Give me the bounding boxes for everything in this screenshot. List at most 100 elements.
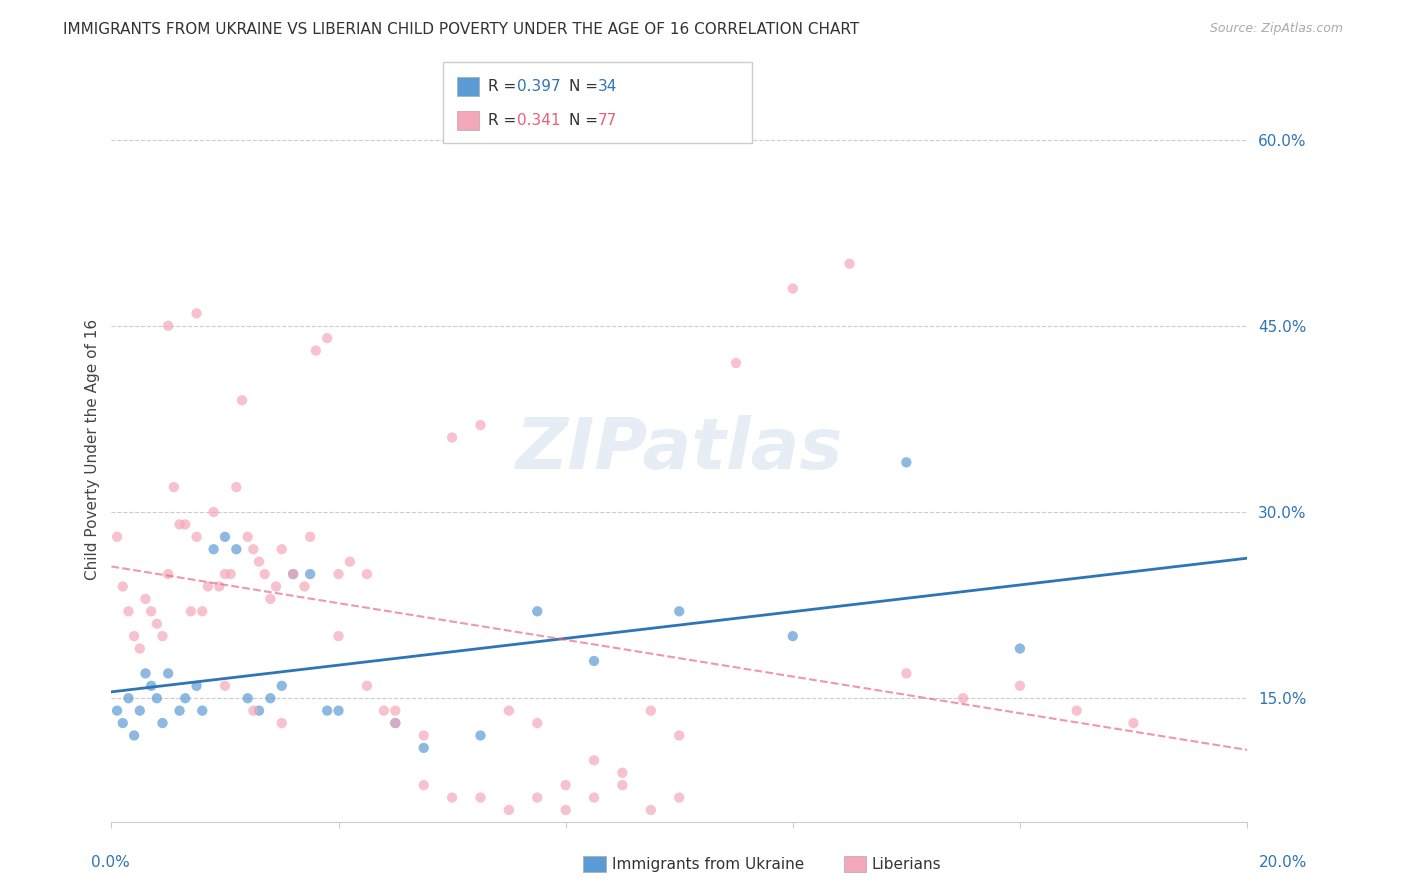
Point — [253, 567, 276, 582]
Point — [470, 729, 492, 743]
Point — [111, 716, 134, 731]
Text: ZIPatlas: ZIPatlas — [516, 416, 844, 484]
Text: N =: N = — [569, 113, 603, 128]
Text: 0.397: 0.397 — [517, 79, 561, 94]
Point — [141, 679, 163, 693]
Point — [186, 306, 208, 320]
Point — [202, 542, 225, 557]
Point — [214, 679, 236, 693]
Point — [305, 343, 328, 358]
Point — [105, 704, 128, 718]
Point — [316, 704, 339, 718]
Point — [236, 691, 259, 706]
Point — [668, 790, 690, 805]
Point — [384, 716, 406, 731]
Point — [384, 716, 406, 731]
Point — [554, 803, 576, 817]
Point — [270, 542, 292, 557]
Point — [247, 555, 270, 569]
Point — [339, 555, 361, 569]
Point — [146, 616, 169, 631]
Point — [640, 803, 662, 817]
Point — [281, 567, 304, 582]
Point — [191, 604, 214, 618]
Point — [111, 579, 134, 593]
Point — [668, 729, 690, 743]
Point — [141, 604, 163, 618]
Point — [225, 542, 247, 557]
Text: 34: 34 — [598, 79, 617, 94]
Point — [640, 704, 662, 718]
Point — [441, 790, 464, 805]
Point — [838, 257, 860, 271]
Point — [384, 704, 406, 718]
Point — [225, 480, 247, 494]
Point — [208, 579, 231, 593]
Point — [270, 716, 292, 731]
Point — [1122, 716, 1144, 731]
Text: 0.0%: 0.0% — [91, 855, 131, 870]
Point — [270, 679, 292, 693]
Point — [294, 579, 316, 593]
Point — [214, 567, 236, 582]
Point — [441, 430, 464, 444]
Point — [782, 281, 804, 295]
Point — [299, 530, 322, 544]
Point — [299, 567, 322, 582]
Point — [231, 393, 253, 408]
Point — [152, 716, 174, 731]
Point — [259, 591, 281, 606]
Text: 77: 77 — [598, 113, 617, 128]
Y-axis label: Child Poverty Under the Age of 16: Child Poverty Under the Age of 16 — [86, 319, 100, 581]
Point — [896, 666, 918, 681]
Point — [373, 704, 395, 718]
Text: Immigrants from Ukraine: Immigrants from Ukraine — [612, 857, 804, 871]
Point — [163, 480, 186, 494]
Point — [1008, 641, 1031, 656]
Text: IMMIGRANTS FROM UKRAINE VS LIBERIAN CHILD POVERTY UNDER THE AGE OF 16 CORRELATIO: IMMIGRANTS FROM UKRAINE VS LIBERIAN CHIL… — [63, 22, 859, 37]
Point — [1066, 704, 1088, 718]
Text: N =: N = — [569, 79, 603, 94]
Point — [668, 604, 690, 618]
Point — [202, 505, 225, 519]
Point — [470, 790, 492, 805]
Text: 0.341: 0.341 — [517, 113, 561, 128]
Point — [281, 567, 304, 582]
Point — [169, 704, 191, 718]
Point — [470, 418, 492, 433]
Point — [554, 778, 576, 792]
Point — [219, 567, 242, 582]
Point — [122, 629, 145, 643]
Point — [526, 790, 548, 805]
Point — [896, 455, 918, 469]
Point — [583, 654, 606, 668]
Point — [152, 629, 174, 643]
Point — [186, 530, 208, 544]
Point — [782, 629, 804, 643]
Point — [236, 530, 259, 544]
Point — [146, 691, 169, 706]
Point — [526, 604, 548, 618]
Point — [186, 679, 208, 693]
Point — [122, 729, 145, 743]
Text: Liberians: Liberians — [872, 857, 942, 871]
Point — [247, 704, 270, 718]
Point — [174, 517, 197, 532]
Point — [157, 567, 180, 582]
Point — [583, 790, 606, 805]
Text: R =: R = — [488, 113, 522, 128]
Point — [316, 331, 339, 345]
Point — [134, 666, 156, 681]
Point — [356, 679, 378, 693]
Point — [264, 579, 287, 593]
Point — [412, 740, 434, 755]
Point — [117, 691, 139, 706]
Point — [197, 579, 219, 593]
Point — [128, 704, 150, 718]
Point — [117, 604, 139, 618]
Point — [498, 803, 520, 817]
Text: 20.0%: 20.0% — [1260, 855, 1308, 870]
Point — [157, 666, 180, 681]
Point — [412, 729, 434, 743]
Point — [412, 778, 434, 792]
